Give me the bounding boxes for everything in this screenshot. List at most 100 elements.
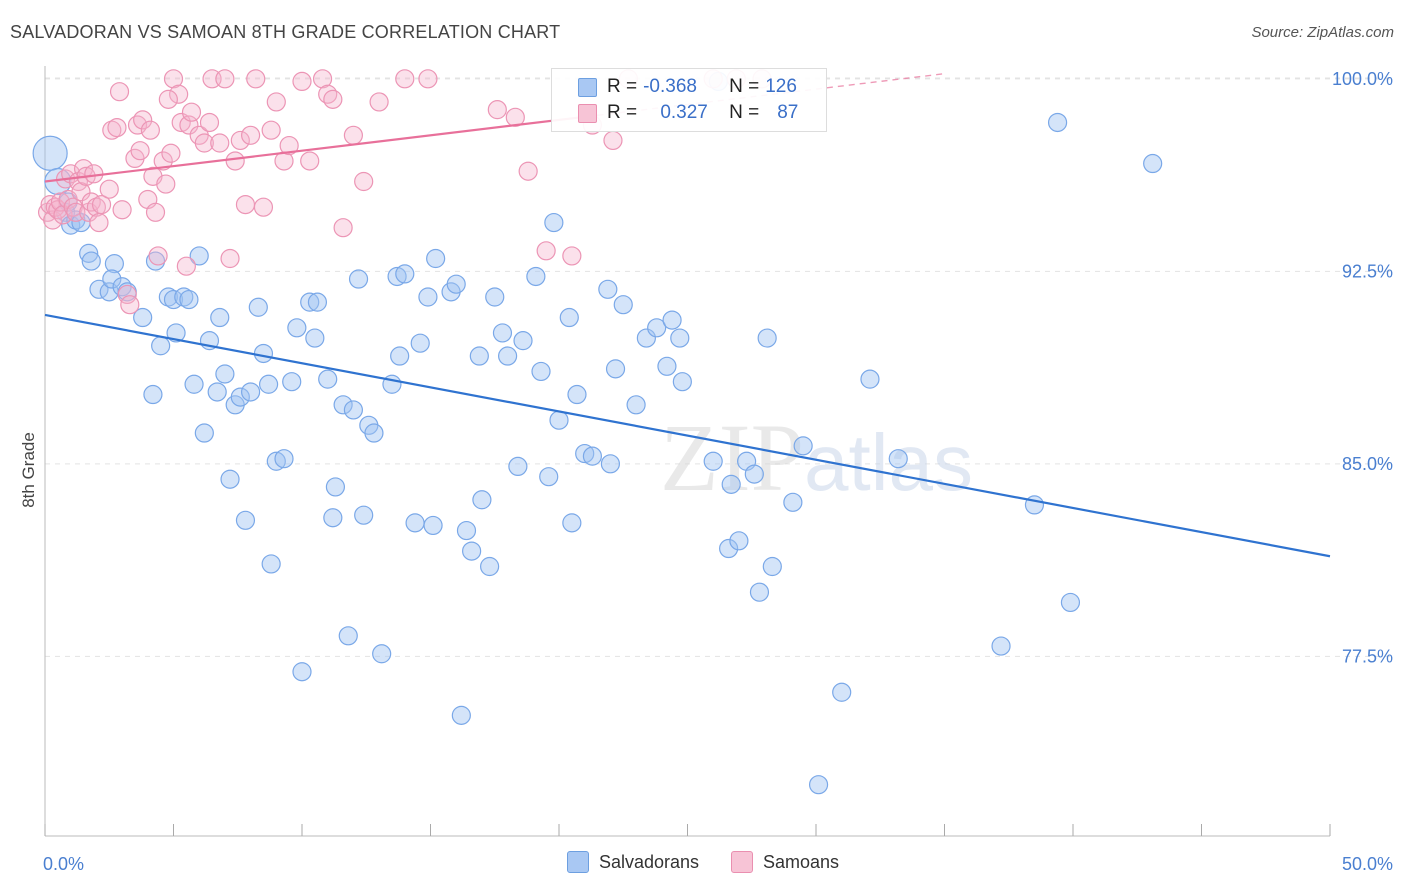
salvadoran-point: [485, 287, 505, 307]
samoan-point: [235, 195, 256, 215]
legend-label-salvadorans: Salvadorans: [598, 851, 700, 872]
salvadoran-point: [749, 582, 770, 602]
samoan-point: [63, 197, 83, 217]
salvadoran-point: [539, 467, 559, 487]
samoan-point: [536, 241, 556, 261]
salvadoran-point: [81, 251, 101, 271]
legend-item-salvadorans[interactable]: Salvadorans: [566, 851, 700, 873]
legend-row-samoans: R = 0.327 N = 87: [578, 101, 798, 125]
salvadoran-point: [338, 626, 358, 646]
legend-n-value: 87: [777, 102, 799, 123]
samoan-point: [354, 171, 374, 192]
samoan-point: [241, 125, 261, 145]
salvadoran-point: [274, 449, 294, 469]
salvadoran-point: [888, 449, 908, 469]
salvadoran-point: [305, 328, 325, 348]
salvadoran-point: [318, 369, 338, 389]
salvadoran-point: [559, 307, 579, 328]
samoan-point: [163, 69, 184, 89]
salvadoran-point: [670, 328, 690, 348]
samoan-point: [153, 151, 173, 171]
samoan-point: [246, 69, 266, 89]
samoan-point: [253, 197, 274, 217]
salvadoran-point: [348, 269, 369, 289]
samoan-point: [318, 84, 338, 104]
samoan-point: [130, 141, 150, 161]
salvadoran-point: [744, 464, 764, 484]
samoan-point: [171, 112, 191, 133]
samoan-point: [505, 107, 525, 127]
samoan-point: [230, 130, 250, 151]
y-tick-label: 85.0%: [1342, 454, 1393, 474]
salvadoran-point: [613, 295, 633, 315]
salvadoran-point: [783, 492, 803, 512]
samoan-point: [102, 120, 122, 140]
samoan-point: [418, 69, 438, 89]
salvadoran-point: [158, 287, 178, 307]
salvadoran-point: [354, 505, 374, 525]
salvadoran-point: [32, 135, 68, 171]
salvadoran-point: [1047, 112, 1068, 133]
salvadoran-point: [703, 451, 723, 471]
salvadoran-point: [174, 287, 194, 307]
salvadoran-point: [166, 323, 186, 343]
axes: [44, 66, 1331, 837]
salvadoran-point: [189, 246, 209, 266]
samoan-point: [145, 202, 166, 222]
samoan-point: [279, 135, 299, 156]
samoan-point: [86, 197, 107, 217]
salvadoran-point: [405, 513, 425, 533]
salvadoran-point: [991, 636, 1011, 656]
samoan-point: [199, 112, 220, 133]
salvadoran-point: [151, 336, 171, 356]
samoans-points: [37, 69, 772, 315]
samoan-point: [333, 218, 353, 238]
salvadoran-point: [636, 328, 656, 348]
samoan-point: [140, 120, 160, 140]
salvadoran-point: [235, 510, 256, 530]
salvadoran-point: [253, 343, 274, 364]
salvadoran-point: [372, 644, 392, 664]
salvadoran-point: [526, 266, 546, 287]
salvadoran-point: [598, 279, 618, 299]
salvadoran-point: [456, 520, 477, 541]
tick-labels: 77.5% 85.0% 92.5% 100.0% 0.0% 50.0%: [43, 69, 1393, 874]
samoan-point: [148, 246, 168, 266]
samoan-point: [603, 130, 623, 151]
samoan-point: [109, 82, 130, 102]
salvadoran-point: [364, 423, 384, 443]
legend-swatch-salvadorans: [578, 77, 597, 97]
samoan-point: [266, 92, 286, 112]
samoan-point: [225, 151, 245, 171]
samoan-point: [300, 151, 320, 171]
salvadoran-point: [446, 274, 466, 294]
samoan-point: [395, 69, 415, 89]
samoan-point: [127, 115, 148, 135]
salvadoran-point: [261, 554, 281, 574]
x-tick-label: 0.0%: [43, 854, 84, 874]
salvadoran-point: [480, 556, 500, 577]
watermark: ZIPatlas: [660, 404, 973, 511]
legend-r-value: 0.327: [660, 102, 708, 123]
samoans-trend-line: [44, 114, 598, 183]
salvadoran-point: [657, 356, 677, 376]
correlation-legend: R = -0.368 N = 126 R = 0.327 N = 87: [551, 68, 827, 132]
salvadoran-point: [387, 266, 407, 287]
samoan-point: [312, 69, 333, 89]
salvadoran-point: [323, 508, 343, 528]
legend-item-samoans[interactable]: Samoans: [731, 851, 839, 873]
samoan-point: [71, 182, 91, 202]
salvadoran-point: [184, 374, 204, 394]
samoan-point: [99, 179, 119, 199]
samoan-point: [220, 248, 240, 269]
salvadoran-point: [241, 382, 261, 402]
legend-label-samoans: Samoans: [763, 851, 840, 872]
salvadoran-point: [531, 361, 551, 382]
legend-swatch-samoans: [731, 851, 754, 873]
y-tick-label: 100.0%: [1332, 69, 1393, 89]
salvadoran-point: [492, 323, 513, 343]
salvadoran-point: [860, 369, 880, 389]
y-tick-label: 77.5%: [1342, 646, 1393, 666]
samoan-point: [215, 69, 235, 89]
x-tick-label: 50.0%: [1342, 854, 1393, 874]
